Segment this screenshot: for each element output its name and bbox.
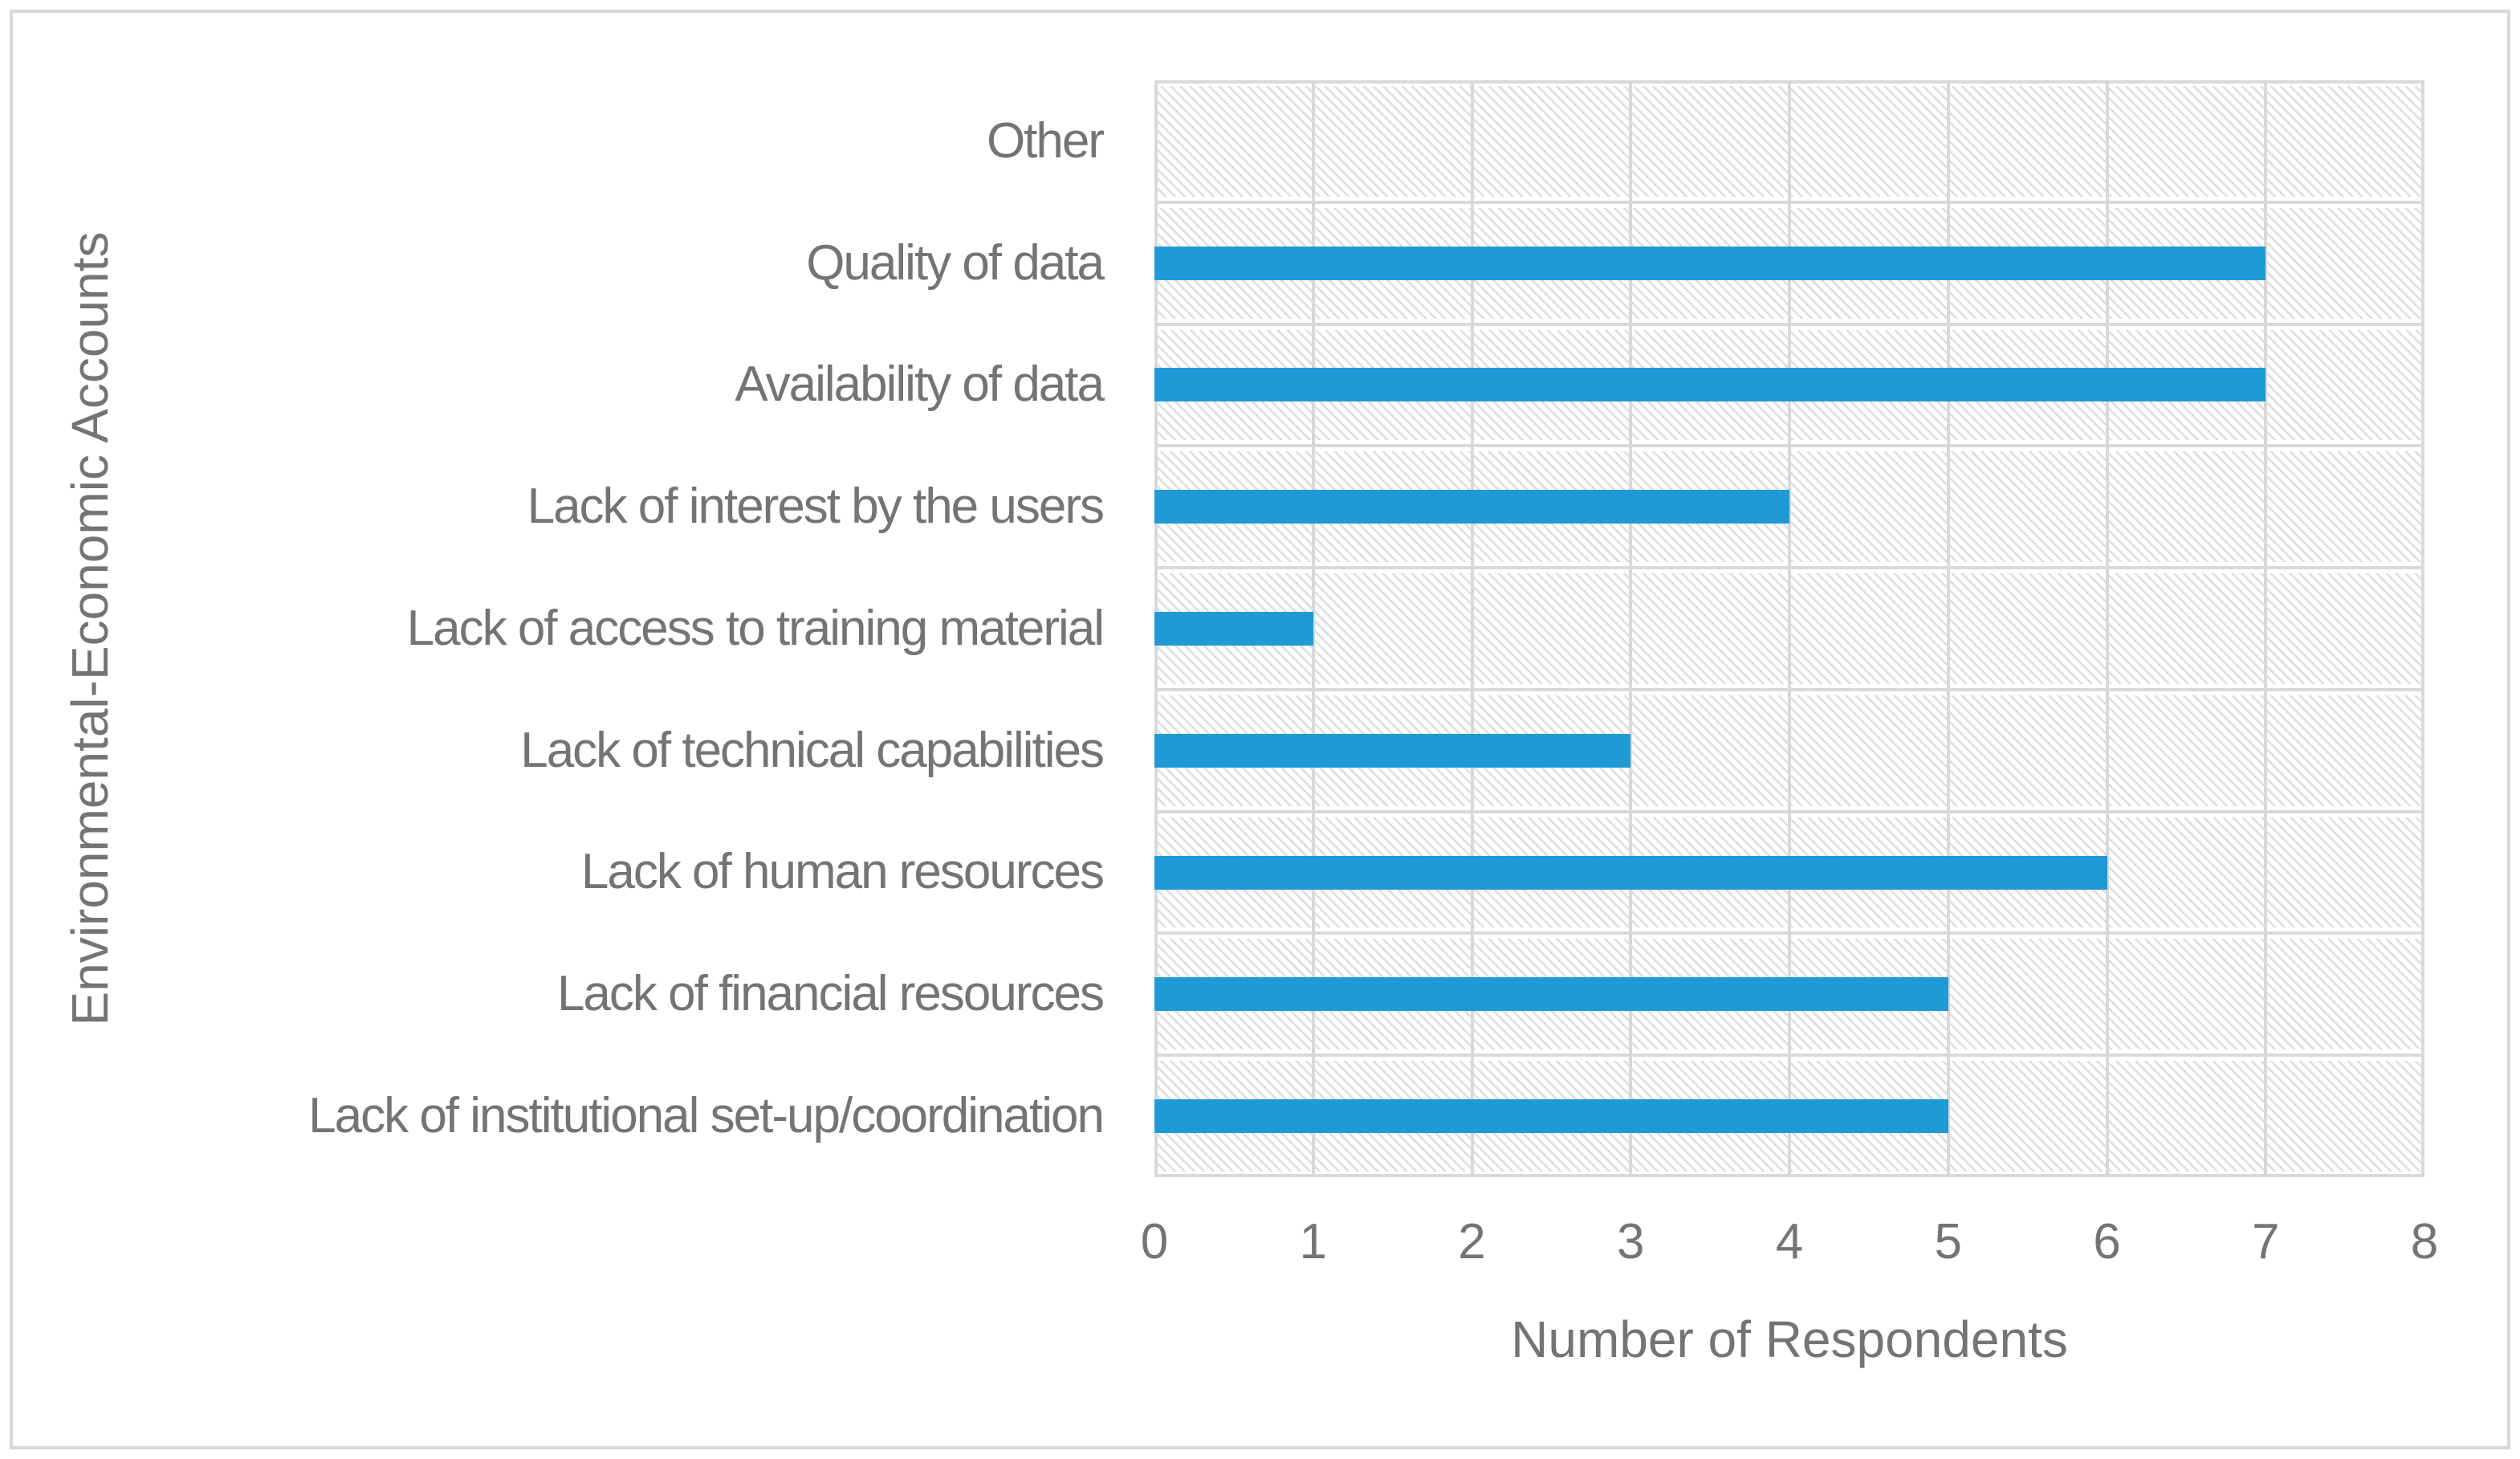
category-label: Lack of technical capabilities bbox=[520, 722, 1105, 778]
bar bbox=[1154, 855, 2107, 890]
vertical-gridline bbox=[1788, 80, 1791, 1177]
horizontal-gridline bbox=[1154, 809, 2424, 813]
category-label: Lack of financial resources bbox=[556, 966, 1105, 1022]
y-axis-category-labels: Other Quality of data Availability of data… bbox=[135, 80, 1124, 1177]
horizontal-gridline bbox=[1154, 687, 2424, 691]
category-label: Lack of access to training material bbox=[406, 600, 1105, 656]
x-tick-label: 1 bbox=[1299, 1214, 1327, 1269]
category-label: Quality of data bbox=[806, 234, 1105, 291]
bar bbox=[1154, 733, 1631, 768]
horizontal-gridline bbox=[1154, 1053, 2424, 1058]
x-axis-title: Number of Respondents bbox=[1511, 1310, 2068, 1368]
bar bbox=[1154, 246, 2266, 280]
vertical-gridline bbox=[2421, 80, 2424, 1177]
x-tick-label: 0 bbox=[1140, 1214, 1169, 1269]
x-tick-label: 5 bbox=[1934, 1214, 1962, 1269]
horizontal-gridline bbox=[1154, 444, 2424, 448]
horizontal-gridlines bbox=[1154, 80, 2424, 1177]
vertical-gridline bbox=[2105, 80, 2109, 1177]
vertical-gridline bbox=[1470, 80, 1474, 1177]
vertical-gridline bbox=[1311, 80, 1315, 1177]
x-axis-tick-labels: 0 1 2 3 4 5 6 7 8 bbox=[1141, 1214, 2438, 1282]
x-tick-label: 6 bbox=[2093, 1214, 2121, 1269]
category-label: Lack of interest by the users bbox=[527, 479, 1105, 535]
x-tick-label: 4 bbox=[1775, 1214, 1804, 1269]
bar bbox=[1154, 1099, 1948, 1134]
x-tick-label: 7 bbox=[2252, 1214, 2280, 1269]
category-label: Other bbox=[986, 112, 1105, 169]
bar bbox=[1154, 977, 1948, 1012]
category-label: Lack of institutional set-up/coordinatio… bbox=[308, 1088, 1105, 1143]
x-tick-label: 8 bbox=[2410, 1214, 2439, 1269]
x-tick-label: 3 bbox=[1617, 1214, 1645, 1269]
vertical-gridline bbox=[1946, 80, 1950, 1177]
horizontal-gridline bbox=[1154, 322, 2424, 326]
category-label: Lack of human resources bbox=[580, 844, 1105, 900]
horizontal-gridline bbox=[1154, 931, 2424, 935]
bar bbox=[1154, 368, 2266, 402]
category-label: Availability of data bbox=[735, 357, 1105, 413]
y-axis-title: Environmental-Economic Accounts bbox=[61, 231, 119, 1026]
horizontal-gridline bbox=[1154, 80, 2424, 84]
horizontal-gridline bbox=[1154, 200, 2424, 204]
vertical-gridline bbox=[1629, 80, 1633, 1177]
x-tick-label: 2 bbox=[1458, 1214, 1486, 1269]
vertical-gridline bbox=[2264, 80, 2268, 1177]
bars-layer bbox=[1154, 80, 2424, 1177]
bar bbox=[1154, 612, 1313, 646]
horizontal-gridline bbox=[1154, 1174, 2424, 1177]
plot-area bbox=[1154, 80, 2424, 1177]
horizontal-gridline bbox=[1154, 566, 2424, 570]
bar bbox=[1154, 490, 1789, 524]
